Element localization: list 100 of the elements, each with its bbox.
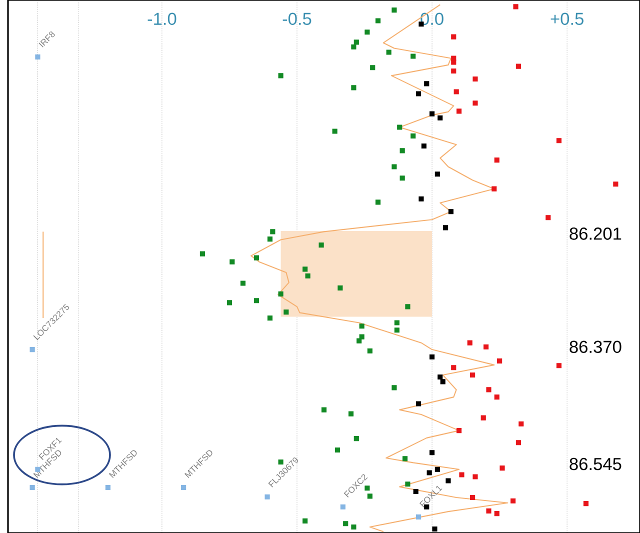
point (30, 347, 35, 352)
point (480, 415, 486, 420)
point (392, 8, 397, 13)
point (348, 411, 354, 416)
point (340, 504, 346, 510)
point (546, 215, 551, 220)
point (510, 498, 516, 504)
point (264, 494, 270, 500)
point (430, 450, 435, 456)
point (494, 394, 500, 400)
point (448, 209, 454, 214)
point (105, 484, 110, 490)
point (556, 138, 562, 144)
point (181, 484, 186, 490)
point (278, 73, 284, 78)
point (410, 54, 416, 59)
point (400, 176, 405, 181)
point (492, 186, 497, 192)
point (386, 50, 392, 55)
point (438, 115, 443, 120)
y-tick-label: 86.370 (570, 340, 622, 353)
point (424, 81, 430, 86)
point (583, 501, 589, 506)
point (518, 421, 524, 426)
point (278, 291, 284, 296)
point (613, 182, 618, 187)
point (556, 363, 562, 368)
point (267, 316, 273, 321)
point (416, 514, 422, 520)
point (440, 379, 446, 384)
point (451, 60, 456, 65)
point (302, 266, 308, 272)
point (351, 85, 356, 90)
point (305, 273, 310, 278)
point (516, 64, 521, 69)
y-tick-label: 86.201 (570, 228, 622, 240)
point (438, 374, 443, 380)
point (456, 108, 462, 114)
point (370, 65, 376, 70)
point (332, 128, 338, 134)
point (472, 100, 478, 106)
point (394, 320, 400, 326)
point (456, 428, 462, 434)
point (472, 474, 478, 480)
point (486, 387, 492, 392)
point (467, 340, 472, 346)
point (270, 229, 276, 234)
point (494, 158, 500, 163)
point (254, 298, 260, 304)
point (418, 196, 424, 202)
point (470, 494, 476, 500)
point (364, 30, 370, 35)
point (443, 225, 448, 230)
point (451, 365, 456, 370)
point (451, 34, 456, 40)
x-tick-label: -0.5 (282, 12, 312, 25)
point (351, 44, 356, 50)
point (359, 334, 364, 340)
point (405, 304, 410, 310)
point (430, 354, 435, 360)
point (402, 456, 408, 462)
point (321, 407, 327, 412)
point (451, 68, 456, 74)
x-tick-label: +0.5 (550, 12, 584, 25)
point (421, 143, 426, 149)
point (513, 4, 518, 10)
point (516, 440, 521, 446)
point (240, 280, 246, 286)
point (226, 300, 232, 306)
point (394, 328, 400, 333)
point (405, 482, 410, 487)
point (318, 242, 324, 248)
y-tick-label: 86.545 (570, 458, 622, 470)
point (494, 511, 500, 516)
point (497, 358, 502, 364)
point (338, 285, 343, 290)
point (410, 133, 416, 138)
point (284, 310, 289, 315)
point (302, 518, 308, 524)
point (454, 89, 459, 94)
point (484, 344, 489, 350)
point (416, 401, 422, 406)
point (430, 111, 435, 116)
point (400, 148, 405, 154)
point (392, 385, 397, 390)
point (30, 484, 35, 490)
point (486, 508, 492, 514)
point (500, 466, 505, 471)
point (367, 494, 372, 499)
point (375, 18, 381, 24)
point (354, 436, 359, 442)
point (413, 488, 418, 494)
point (267, 236, 273, 242)
point (434, 466, 440, 472)
point (472, 76, 478, 82)
point (367, 348, 372, 354)
point (254, 255, 260, 260)
point (356, 338, 362, 344)
point (426, 470, 432, 476)
point (416, 91, 422, 96)
